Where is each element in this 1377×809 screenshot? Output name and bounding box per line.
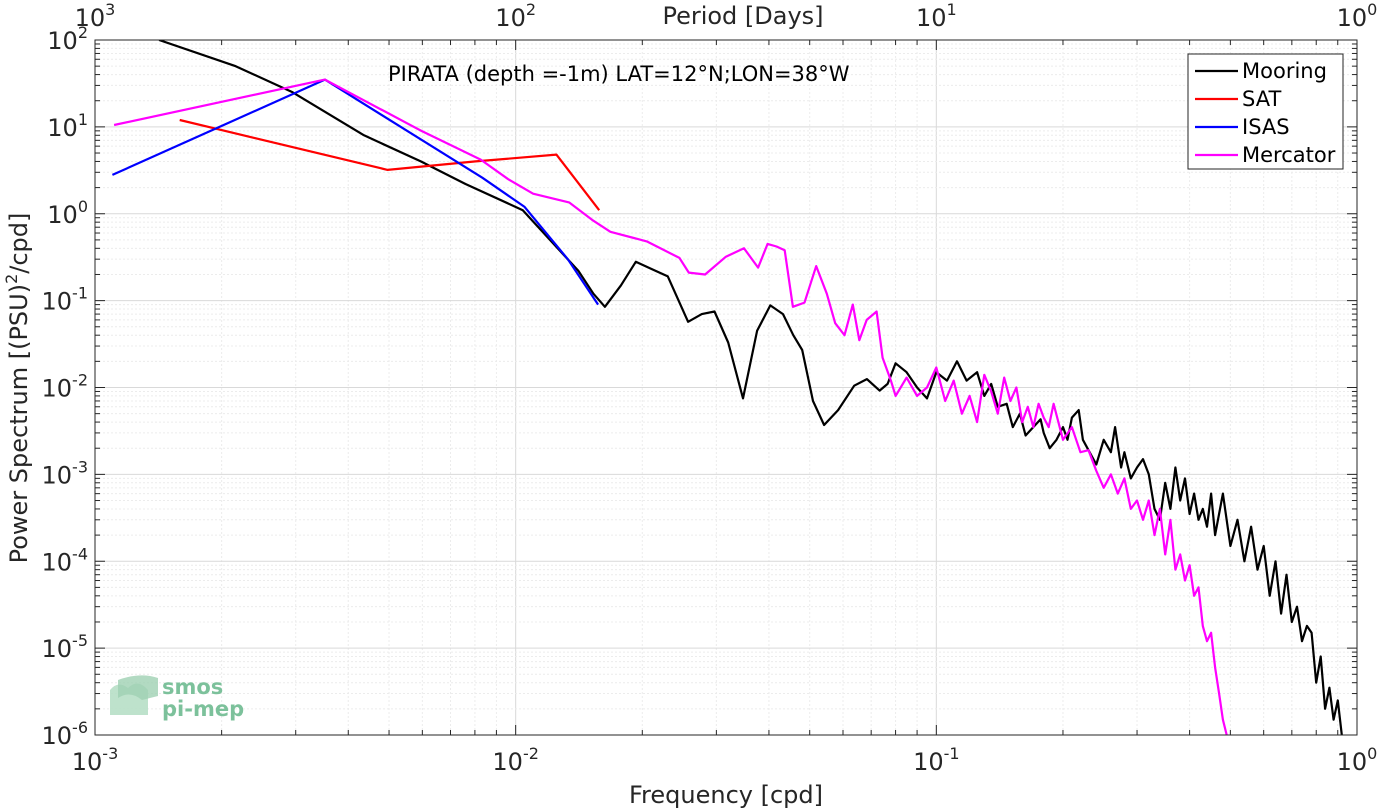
x2-tick-label: 101 — [916, 0, 957, 32]
x-tick-label-exp: 0 — [1367, 744, 1377, 763]
series-line-mooring — [158, 40, 1343, 735]
x2-axis-label: Period [Days] — [662, 2, 823, 30]
x2-tick-label-exp: 3 — [105, 0, 115, 19]
y-tick-label-exp: -4 — [72, 544, 88, 563]
x2-tick-label-exp: 1 — [947, 0, 957, 19]
axis-ticks — [94, 40, 1357, 736]
y-tick-label-exp: -6 — [72, 718, 88, 737]
y-tick-label-base: 10 — [42, 461, 73, 489]
y-tick-label: 10-4 — [42, 544, 89, 576]
y-axis-label: Power Spectrum [(PSU)2/cpd] — [2, 213, 33, 564]
legend-box — [1187, 53, 1344, 170]
x-tick-label: 100 — [1337, 744, 1377, 776]
series-line-sat — [179, 118, 601, 211]
y-tick-label-base: 10 — [42, 288, 73, 316]
x-tick-labels: 10-3 10-2 10-1 100 — [72, 744, 1377, 776]
y-tick-label: 10-1 — [42, 284, 89, 316]
legend-items: Mooring SAT ISAS Mercator — [1195, 59, 1336, 167]
y-tick-label-exp: -2 — [72, 371, 88, 390]
y-axis-label-tail: /cpd] — [5, 213, 33, 274]
series-line-mercator — [113, 78, 1228, 735]
y-tick-label: 10-2 — [42, 371, 89, 403]
x-tick-label-exp: -3 — [102, 744, 118, 763]
x-tick-label-exp: -1 — [944, 744, 960, 763]
legend-label-mercator: Mercator — [1242, 143, 1336, 167]
y-tick-label-exp: -1 — [72, 284, 88, 303]
y-tick-label: 10-3 — [42, 457, 89, 489]
x-tick-label-base: 10 — [1337, 748, 1368, 776]
logo-text-smos: smos — [162, 675, 223, 699]
x-tick-label: 10-2 — [492, 744, 539, 776]
y-tick-label-base: 10 — [42, 722, 73, 750]
y-tick-label-base: 10 — [42, 375, 73, 403]
logo-text-pi-mep: pi-mep — [162, 697, 244, 721]
y-tick-label-exp: -3 — [72, 457, 88, 476]
y-tick-label-base: 10 — [47, 27, 78, 55]
series-layer — [111, 40, 1343, 735]
smos-pi-mep-logo: smos pi-mep — [110, 675, 244, 721]
chart-annotation-title: PIRATA (depth =-1m) LAT=12°N;LON=38°W — [388, 62, 850, 86]
y-axis-label-main: Power Spectrum [(PSU) — [5, 284, 33, 563]
y-tick-label-exp: 1 — [78, 110, 88, 129]
y-tick-label-base: 10 — [42, 548, 73, 576]
y-tick-label: 10-5 — [42, 631, 89, 663]
x-tick-label: 10-3 — [72, 744, 119, 776]
y-tick-label: 101 — [47, 110, 88, 142]
y-tick-label: 100 — [47, 197, 88, 229]
x2-tick-labels: 103 102 101 100 — [75, 0, 1377, 32]
y-tick-label-base: 10 — [42, 635, 73, 663]
legend: Mooring SAT ISAS Mercator — [1187, 53, 1344, 170]
x2-tick-label-exp: 2 — [526, 0, 536, 19]
legend-label-mooring: Mooring — [1242, 59, 1327, 83]
y-tick-label-exp: -5 — [72, 631, 88, 650]
y-tick-label-base: 10 — [47, 201, 78, 229]
x-tick-label: 10-1 — [913, 744, 960, 776]
grid — [95, 40, 1357, 735]
x2-tick-label: 102 — [495, 0, 536, 32]
x-tick-label-base: 10 — [72, 748, 103, 776]
legend-label-isas: ISAS — [1242, 115, 1290, 139]
x-axis-label: Frequency [cpd] — [629, 781, 823, 809]
y-axis-label-sup: 2 — [2, 274, 21, 284]
logo-wave-icon — [118, 675, 158, 700]
y-tick-label-exp: 2 — [78, 23, 88, 42]
x2-tick-label: 100 — [1337, 0, 1377, 32]
y-tick-label: 102 — [47, 23, 88, 55]
y-tick-label-exp: 0 — [78, 197, 88, 216]
x2-tick-label-base: 10 — [916, 4, 947, 32]
x2-tick-label-exp: 0 — [1367, 0, 1377, 19]
y-tick-label-base: 10 — [47, 114, 78, 142]
legend-label-sat: SAT — [1242, 87, 1281, 111]
x-tick-label-base: 10 — [913, 748, 944, 776]
series-line-isas — [111, 78, 600, 306]
x-tick-label-exp: -2 — [523, 744, 539, 763]
x2-tick-label: 103 — [75, 0, 116, 32]
y-tick-label: 10-6 — [42, 718, 89, 750]
x2-tick-label-base: 10 — [1337, 4, 1368, 32]
x-tick-label-base: 10 — [492, 748, 523, 776]
x2-tick-label-base: 10 — [75, 4, 106, 32]
x2-tick-label-base: 10 — [495, 4, 526, 32]
